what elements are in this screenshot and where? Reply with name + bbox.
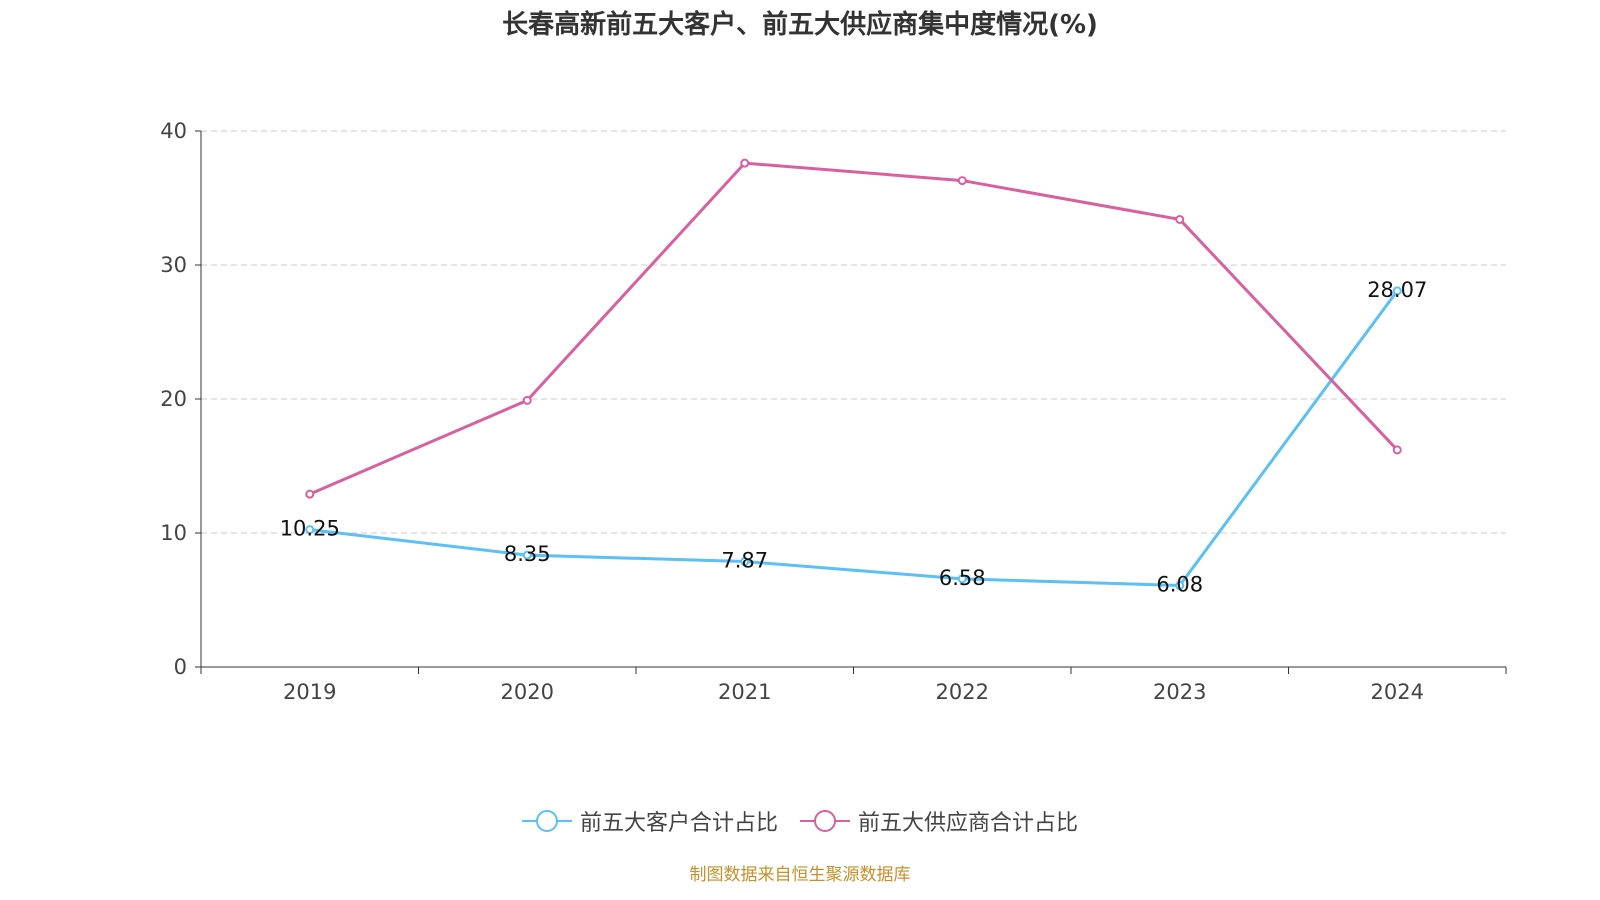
x-tick-label: 2023 — [1153, 680, 1206, 704]
legend: 前五大客户合计占比 前五大供应商合计占比 — [0, 805, 1600, 837]
legend-item-suppliers[interactable]: 前五大供应商合计占比 — [800, 805, 1078, 837]
data-label: 7.87 — [721, 549, 768, 573]
y-tick-label: 10 — [160, 521, 187, 545]
data-point — [740, 158, 750, 168]
x-tick-label: 2022 — [936, 680, 989, 704]
y-tick-label: 40 — [160, 119, 187, 143]
legend-marker-icon — [800, 810, 850, 832]
data-point — [957, 176, 967, 186]
x-tick-label: 2021 — [718, 680, 771, 704]
data-label: 28.07 — [1367, 278, 1427, 302]
x-tick-label: 2019 — [283, 680, 336, 704]
data-label: 10.25 — [280, 517, 340, 541]
x-tick-label: 2024 — [1371, 680, 1424, 704]
y-tick-label: 20 — [160, 387, 187, 411]
data-point — [305, 489, 315, 499]
y-tick-label: 30 — [160, 253, 187, 277]
y-tick-label: 0 — [174, 655, 187, 679]
data-label: 6.08 — [1156, 573, 1203, 597]
data-point — [1175, 581, 1185, 591]
data-point — [522, 395, 532, 405]
source-note: 制图数据来自恒生聚源数据库 — [689, 865, 911, 885]
data-point — [522, 550, 532, 560]
data-label: 8.35 — [504, 542, 551, 566]
data-point — [1392, 445, 1402, 455]
series-line-0 — [309, 289, 1399, 588]
chart-title: 长春高新前五大客户、前五大供应商集中度情况(%) — [502, 10, 1098, 40]
data-label: 6.58 — [939, 566, 986, 590]
data-point — [1392, 286, 1402, 296]
data-point — [1175, 214, 1185, 224]
data-point — [957, 574, 967, 584]
data-point — [305, 525, 315, 535]
legend-label: 前五大客户合计占比 — [579, 811, 778, 836]
legend-item-customers[interactable]: 前五大客户合计占比 — [521, 805, 778, 837]
data-point — [740, 557, 750, 567]
series-line-1 — [309, 161, 1399, 496]
legend-marker-icon — [521, 810, 572, 832]
legend-label: 前五大供应商合计占比 — [858, 811, 1079, 836]
x-tick-label: 2020 — [501, 680, 554, 704]
